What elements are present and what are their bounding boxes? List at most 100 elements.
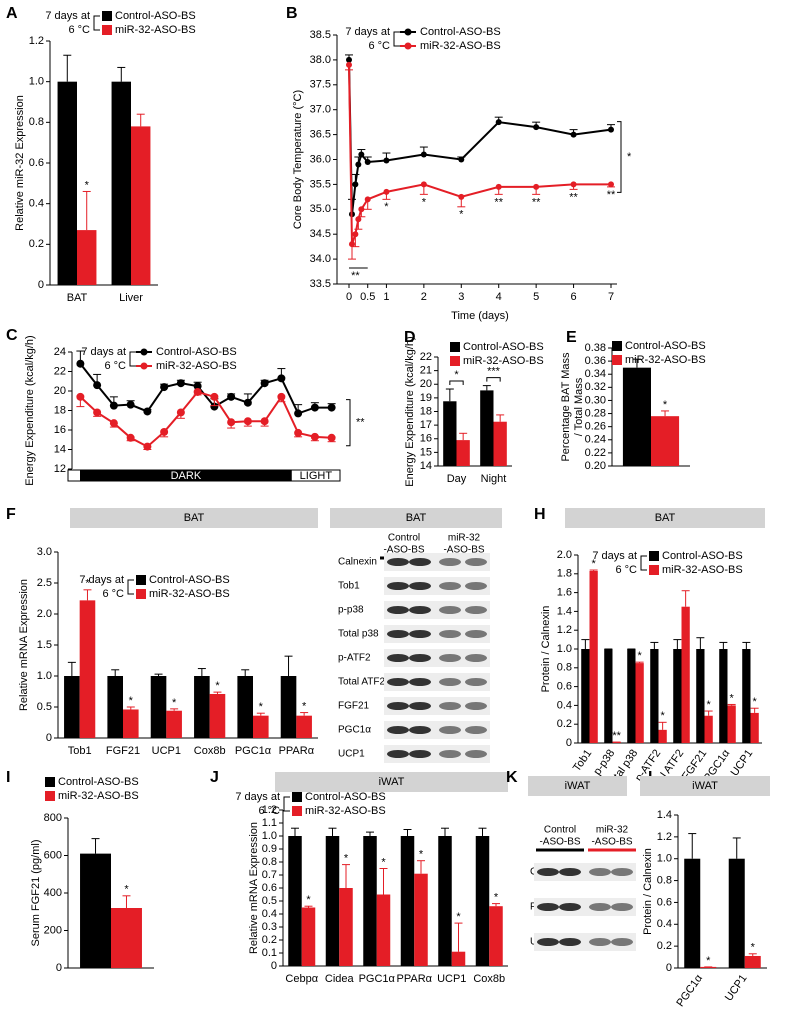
header: BAT bbox=[655, 512, 676, 524]
y-tick-label: 1.5 bbox=[37, 639, 52, 651]
header: BAT bbox=[406, 512, 427, 524]
bar bbox=[684, 858, 701, 968]
legend-swatch bbox=[136, 589, 146, 599]
bar bbox=[635, 663, 644, 743]
significance: * bbox=[627, 151, 632, 163]
significance: ** bbox=[569, 191, 578, 203]
point bbox=[355, 216, 362, 223]
y-axis-label: Energy Expenditure (kcal/kg/h) bbox=[24, 335, 36, 485]
significance: * bbox=[172, 697, 177, 709]
x-tick-label: FGF21 bbox=[106, 745, 140, 757]
bar bbox=[719, 649, 728, 743]
y-tick-label: 35.5 bbox=[310, 178, 331, 190]
blot-strip bbox=[384, 673, 490, 691]
bar bbox=[339, 888, 353, 966]
point bbox=[160, 427, 169, 436]
bar bbox=[589, 570, 598, 743]
legend-title: 6 °C bbox=[368, 40, 390, 52]
header: BAT bbox=[184, 512, 205, 524]
point bbox=[358, 151, 365, 158]
legend-marker bbox=[404, 42, 412, 50]
y-tick-label: 1.0 bbox=[37, 670, 52, 682]
blot-band bbox=[537, 868, 559, 876]
legend-marker bbox=[404, 28, 412, 36]
lane-label: miR-32 bbox=[596, 825, 629, 836]
point bbox=[608, 126, 614, 133]
blot-band bbox=[439, 678, 461, 686]
y-tick-label: 0.2 bbox=[262, 934, 277, 946]
legend-label: Control-ASO-BS bbox=[625, 340, 706, 352]
legend-title: 7 days at bbox=[592, 550, 637, 562]
blot-strip bbox=[384, 745, 490, 763]
header-bar bbox=[330, 508, 502, 528]
significance: * bbox=[637, 650, 642, 662]
legend-bracket bbox=[93, 15, 100, 31]
significance: * bbox=[752, 696, 757, 708]
header-bar bbox=[565, 508, 765, 528]
y-tick-label: 0 bbox=[56, 962, 62, 974]
bar bbox=[650, 649, 659, 743]
header-bar bbox=[640, 776, 770, 796]
legend-bracket bbox=[393, 31, 400, 47]
point bbox=[294, 428, 303, 437]
x-tick-label: 7 bbox=[608, 291, 614, 303]
y-tick-label: 0.8 bbox=[262, 856, 277, 868]
significance: ** bbox=[532, 196, 541, 208]
y-tick-label: 1.4 bbox=[657, 809, 672, 821]
blot-strip bbox=[384, 553, 490, 571]
panel-letter: I bbox=[6, 769, 10, 786]
y-tick-label: 14 bbox=[420, 460, 432, 472]
x-tick-label: Day bbox=[447, 473, 467, 485]
legend-label: miR-32-ASO-BS bbox=[625, 354, 706, 366]
y-axis-label: Relative mRNA Expression bbox=[248, 822, 260, 954]
y-tick-label: 1.2 bbox=[262, 804, 277, 816]
blot-band bbox=[387, 654, 409, 662]
blot-band bbox=[465, 630, 487, 638]
legend-bracket bbox=[127, 579, 134, 595]
x-tick-label: UCP1 bbox=[723, 973, 750, 1004]
blot-band bbox=[465, 702, 487, 710]
blot-band bbox=[409, 582, 431, 590]
y-tick-label: 16 bbox=[420, 433, 432, 445]
point bbox=[193, 382, 202, 391]
x-tick-label: 4 bbox=[496, 291, 502, 303]
bar bbox=[194, 676, 210, 738]
bar bbox=[681, 606, 690, 743]
blot-strip bbox=[384, 577, 490, 595]
y-tick-label: 0.6 bbox=[557, 681, 572, 693]
legend-label: Control-ASO-BS bbox=[58, 776, 139, 788]
blot-band bbox=[387, 606, 409, 614]
significance: * bbox=[419, 849, 424, 861]
panel-letter: B bbox=[286, 5, 298, 22]
x-axis-label: Time (days) bbox=[451, 310, 509, 322]
legend-title: 7 days at bbox=[79, 574, 124, 586]
legend-title: 6 °C bbox=[258, 805, 280, 817]
x-tick-label: UCP1 bbox=[152, 745, 181, 757]
point bbox=[193, 387, 202, 396]
blot-strip bbox=[534, 933, 636, 951]
point bbox=[355, 161, 362, 168]
blot-strip bbox=[384, 601, 490, 619]
bar bbox=[414, 873, 428, 966]
point bbox=[495, 119, 502, 126]
y-tick-label: 36.5 bbox=[310, 129, 331, 141]
x-tick-label: 0.5 bbox=[360, 291, 375, 303]
legend-marker bbox=[140, 362, 148, 370]
y-tick-label: 0.2 bbox=[557, 718, 572, 730]
significance: * bbox=[344, 853, 349, 865]
phase-dark bbox=[80, 470, 292, 481]
legend-swatch bbox=[102, 25, 112, 35]
point bbox=[352, 231, 359, 238]
x-tick-label: BAT bbox=[67, 292, 88, 304]
blot-band bbox=[559, 903, 581, 911]
point bbox=[608, 181, 614, 188]
blot-band bbox=[387, 678, 409, 686]
y-tick-label: 0.38 bbox=[585, 342, 606, 354]
y-tick-label: 3.0 bbox=[37, 546, 52, 558]
y-tick-label: 20 bbox=[54, 385, 66, 397]
legend-bracket bbox=[129, 351, 136, 367]
y-tick-label: 33.5 bbox=[310, 278, 331, 290]
legend-title: 7 days at bbox=[345, 26, 390, 38]
lane-label: -ASO-BS bbox=[443, 545, 484, 556]
y-tick-label: 35.0 bbox=[310, 203, 331, 215]
